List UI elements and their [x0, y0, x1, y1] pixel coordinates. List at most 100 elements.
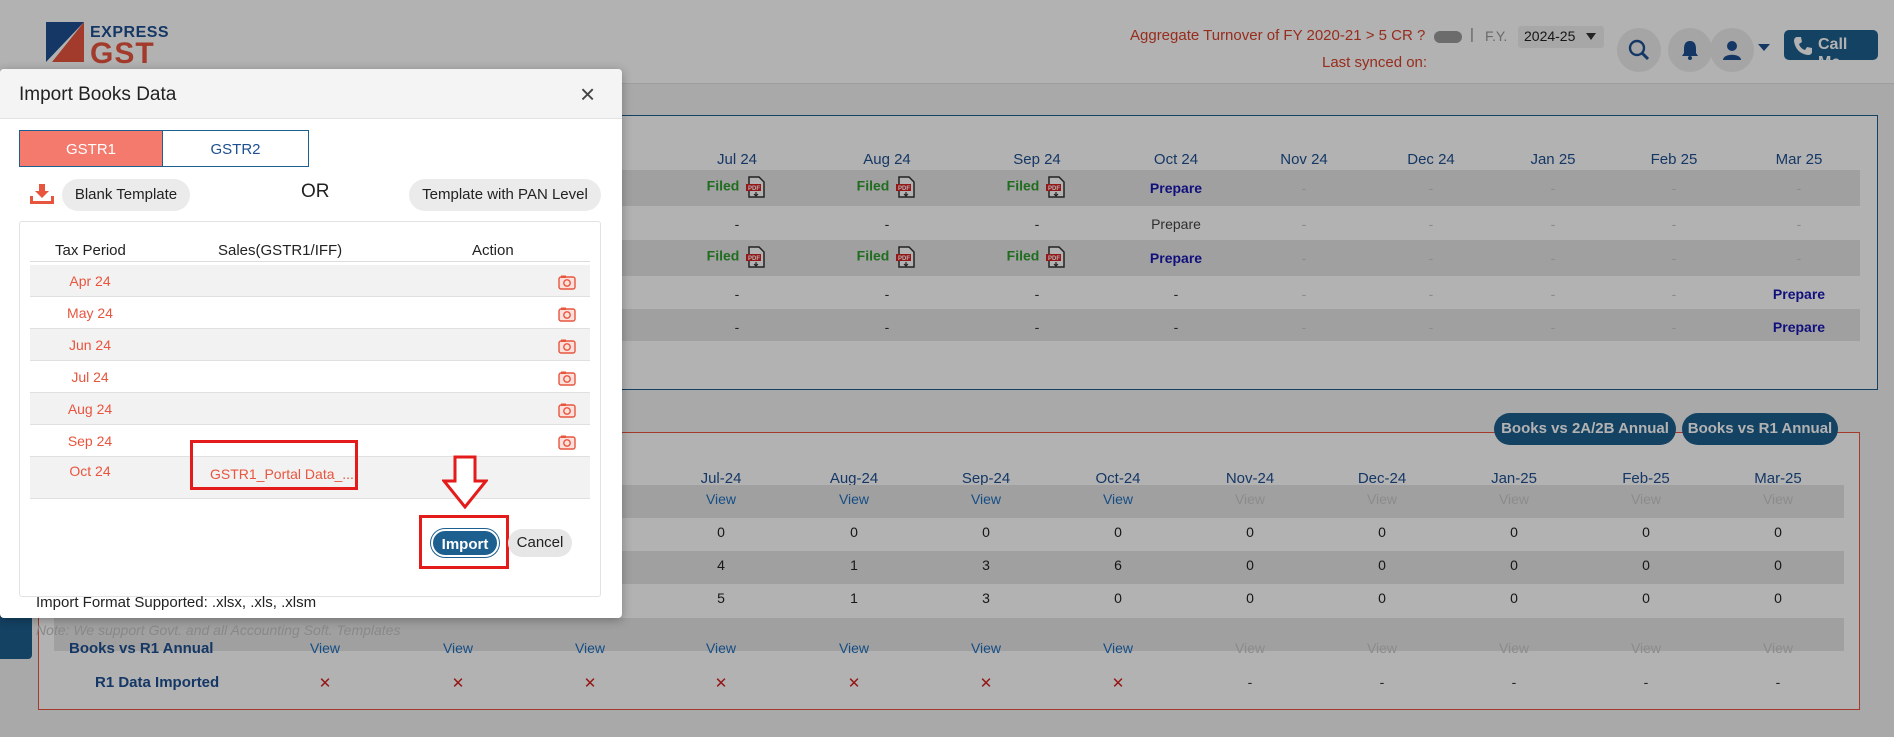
- reco-cell: 3: [931, 590, 1041, 606]
- view-link[interactable]: View: [1366, 640, 1398, 656]
- count-value: 0: [1510, 557, 1518, 573]
- call-me-button[interactable]: Call Me: [1784, 30, 1878, 71]
- pdf-download-icon[interactable]: PDF: [1045, 176, 1067, 198]
- view-link[interactable]: View: [442, 640, 474, 656]
- or-separator: OR: [301, 181, 330, 202]
- upload-file-icon[interactable]: [558, 371, 576, 386]
- empty-value: -: [1301, 319, 1307, 335]
- month-header: Dec 24: [1407, 151, 1455, 168]
- returns-cell: Filed PDF: [677, 176, 797, 198]
- view-link[interactable]: View: [705, 640, 737, 656]
- view-link[interactable]: View: [1762, 640, 1794, 656]
- tab-gstr1[interactable]: GSTR1: [19, 130, 162, 167]
- upload-file-icon[interactable]: [558, 403, 576, 418]
- books-vs-r1-label: Books vs R1 Annual: [69, 640, 214, 657]
- returns-cell: Filed PDF: [677, 246, 797, 268]
- download-icon[interactable]: [29, 183, 55, 205]
- prepare-link[interactable]: Prepare: [1772, 319, 1826, 335]
- empty-value: -: [734, 216, 740, 232]
- count-value: 5: [717, 590, 725, 606]
- books-vs-2a2b-annual-button[interactable]: Books vs 2A/2B Annual: [1494, 413, 1676, 445]
- view-link[interactable]: View: [1102, 491, 1134, 507]
- reco-cell: ✕: [666, 674, 776, 692]
- returns-cell: -: [1116, 286, 1236, 302]
- reco-cell: View: [931, 640, 1041, 656]
- pdf-download-icon[interactable]: PDF: [745, 176, 767, 198]
- fy-select[interactable]: 2024-25: [1518, 26, 1604, 48]
- view-link[interactable]: View: [1630, 640, 1662, 656]
- empty-value: -: [1511, 674, 1517, 690]
- count-value: 0: [1642, 590, 1650, 606]
- turnover-toggle[interactable]: [1434, 31, 1462, 43]
- empty-value: -: [1796, 180, 1802, 196]
- empty-value: -: [1301, 216, 1307, 232]
- notifications-button[interactable]: [1668, 28, 1712, 72]
- empty-value: -: [734, 286, 740, 302]
- books-vs-r1-annual-button[interactable]: Books vs R1 Annual: [1682, 413, 1838, 445]
- empty-value: -: [1671, 319, 1677, 335]
- import-button[interactable]: Import: [431, 529, 499, 557]
- view-link[interactable]: View: [1234, 640, 1266, 656]
- returns-cell: -: [1371, 319, 1491, 335]
- upload-file-icon[interactable]: [558, 307, 576, 322]
- prepare-link[interactable]: Prepare: [1149, 180, 1203, 196]
- logo[interactable]: EXPRESS GST: [46, 22, 169, 72]
- prepare-link[interactable]: Prepare: [1149, 250, 1203, 266]
- returns-cell: Prepare: [1116, 250, 1236, 266]
- reco-cell: 0: [1195, 590, 1305, 606]
- uploaded-file-name[interactable]: GSTR1_Portal Data_...: [210, 466, 354, 482]
- not-imported-mark: ✕: [847, 675, 861, 692]
- phone-icon: [1794, 37, 1812, 55]
- pdf-download-icon[interactable]: PDF: [895, 176, 917, 198]
- tax-period: Aug 24: [67, 401, 113, 417]
- empty-value: -: [1796, 250, 1802, 266]
- view-link[interactable]: View: [309, 640, 341, 656]
- pan-level-template-button[interactable]: Template with PAN Level: [409, 179, 601, 211]
- pdf-download-icon[interactable]: PDF: [745, 246, 767, 268]
- view-link[interactable]: View: [1630, 491, 1662, 507]
- empty-value: -: [1775, 674, 1781, 690]
- profile-button[interactable]: [1710, 28, 1754, 72]
- count-value: 0: [1774, 590, 1782, 606]
- upload-file-icon[interactable]: [558, 435, 576, 450]
- view-link[interactable]: View: [1498, 640, 1530, 656]
- blank-template-button[interactable]: Blank Template: [62, 179, 190, 211]
- prepare-link[interactable]: Prepare: [1772, 286, 1826, 302]
- prepare-link[interactable]: Prepare: [1151, 216, 1201, 232]
- view-link[interactable]: View: [1234, 491, 1266, 507]
- view-link[interactable]: View: [705, 491, 737, 507]
- view-link[interactable]: View: [574, 640, 606, 656]
- returns-cell: -: [1614, 180, 1734, 196]
- search-button[interactable]: [1617, 28, 1661, 72]
- pdf-download-icon[interactable]: PDF: [1045, 246, 1067, 268]
- reco-cell: 1: [799, 590, 909, 606]
- down-arrow-icon: [442, 455, 488, 509]
- col-sales: Sales(GSTR1/IFF): [218, 242, 343, 259]
- pdf-download-icon[interactable]: PDF: [895, 246, 917, 268]
- count-value: 0: [1246, 590, 1254, 606]
- view-link[interactable]: View: [1762, 491, 1794, 507]
- view-link[interactable]: View: [1498, 491, 1530, 507]
- returns-cell: Filed PDF: [977, 176, 1097, 198]
- empty-value: -: [884, 216, 890, 232]
- month-header: Nov-24: [1225, 470, 1275, 487]
- returns-cell: -: [1244, 319, 1364, 335]
- view-link[interactable]: View: [1102, 640, 1134, 656]
- month-header: Feb 25: [1650, 151, 1698, 168]
- returns-cell: -: [1244, 286, 1364, 302]
- not-imported-mark: ✕: [583, 675, 597, 692]
- cancel-button[interactable]: Cancel: [508, 529, 572, 557]
- view-link[interactable]: View: [1366, 491, 1398, 507]
- upload-file-icon[interactable]: [558, 339, 576, 354]
- tab-gstr2[interactable]: GSTR2: [162, 130, 309, 167]
- reco-cell: View: [535, 640, 645, 656]
- upload-file-icon[interactable]: [558, 275, 576, 290]
- reco-cell: View: [403, 640, 513, 656]
- view-link[interactable]: View: [970, 491, 1002, 507]
- tax-period-row: Jun 24: [30, 329, 590, 361]
- view-link[interactable]: View: [970, 640, 1002, 656]
- close-icon[interactable]: ×: [580, 79, 596, 109]
- chevron-down-icon[interactable]: [1758, 44, 1770, 51]
- view-link[interactable]: View: [838, 640, 870, 656]
- view-link[interactable]: View: [838, 491, 870, 507]
